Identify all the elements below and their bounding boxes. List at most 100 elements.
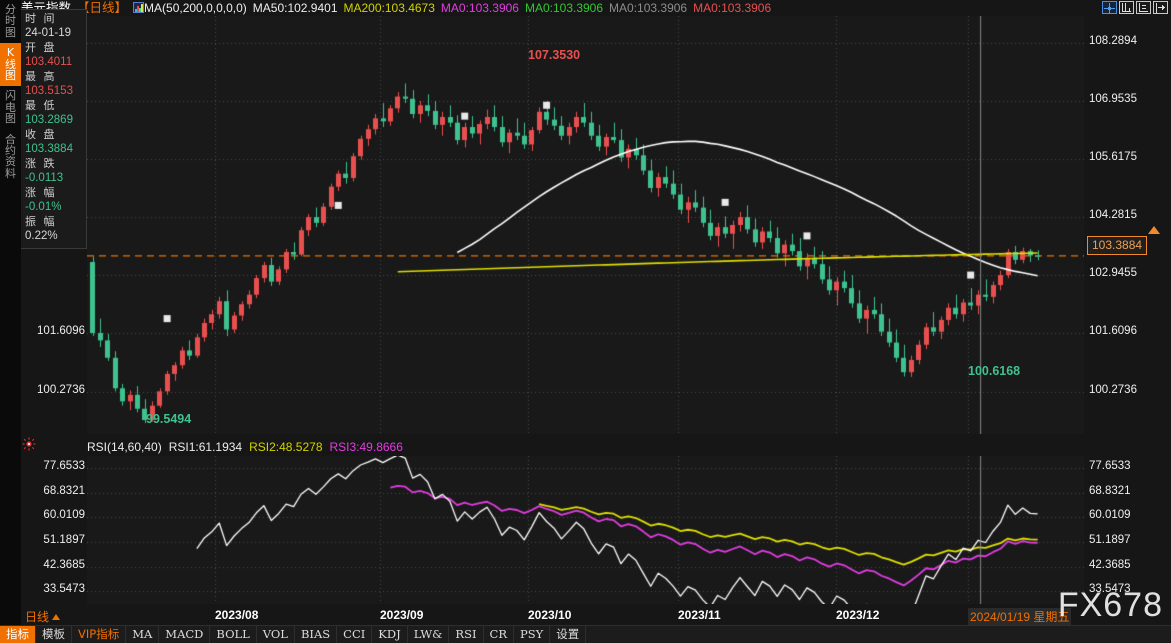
toolbar-cr[interactable]: CR [484,626,514,643]
quote-value-1: 103.4011 [25,56,73,68]
toolbar-vip-indicator[interactable]: VIP指标 [72,626,127,643]
ma-value-1: MA200:103.4673 [343,1,435,15]
sidebar-tab-char: K [6,46,15,60]
quote-value-6: -0.01% [25,201,62,213]
sidebar-tab-char: 电 [5,100,16,114]
rsi-axis-left-2: 60.0109 [43,509,85,522]
price-axis-right-5: 101.6096 [1089,325,1137,338]
toolbar-settings[interactable]: 设置 [550,626,587,643]
toolbar-cci[interactable]: CCI [337,626,373,643]
toolbar-psy[interactable]: PSY [514,626,551,643]
period-toggle-label: 日线 [25,610,50,624]
period-toggle-button[interactable]: 日线 [25,608,61,625]
ma-value-5: MA0:103.3906 [693,1,772,15]
ma-value-2: MA0:103.3906 [440,1,519,15]
ma-indicator-icon[interactable] [133,2,145,13]
quote-value-7: 0.22% [25,230,58,242]
sidebar-tab-timeshare[interactable]: 分时图 [0,0,21,43]
ma-value-0: MA50:102.9401 [252,1,338,15]
rsi-axis-right-2: 60.0109 [1089,509,1131,522]
rsi-axis-right-5: 33.5473 [1089,583,1131,596]
price-axis-right-4: 102.9455 [1089,267,1137,280]
rsi-value-1: RSI2:48.5278 [249,440,323,454]
quote-value-4: 103.3884 [25,143,73,155]
rsi-chart[interactable] [87,456,1084,604]
sidebar-tab-char: 图 [5,112,16,126]
crosshair-tool-icon[interactable] [1102,1,1117,14]
quote-label-6: 涨 幅 [25,186,57,199]
rsi-value-0: RSI1:61.1934 [168,440,243,454]
sidebar-tab-char: 分 [5,3,16,16]
chart-tools [1102,1,1168,14]
x-axis-label-3: 2023/11 [678,608,721,622]
toolbar-kdj[interactable]: KDJ [372,626,408,643]
price-tag-arrow [1148,226,1160,234]
quote-value-0: 24-01-19 [25,27,72,39]
price-axis-left-1: 100.2736 [37,383,85,396]
ma-formula: MA(50,200,0,0,0,0) [144,1,247,15]
sidebar-tab-char: 图 [5,25,16,39]
rsi-settings-sun-icon[interactable] [22,437,36,451]
rsi-value-2: RSI3:49.8666 [329,440,403,454]
toolbar-indicator[interactable]: 指标 [0,626,36,643]
rsi-canvas[interactable] [87,456,1084,604]
rsi-header: RSI(14,60,40) RSI1:61.1934 RSI2:48.5278 RSI… [87,440,403,454]
rsi-axis-right-3: 51.1897 [1089,534,1131,547]
rsi-axis-left-1: 68.8321 [43,484,85,497]
toolbar-vol[interactable]: VOL [257,626,295,643]
rsi-axis-left-3: 51.1897 [43,534,85,547]
scale-x-axis-icon[interactable] [1136,1,1151,14]
toolbar-template[interactable]: 模板 [36,626,72,643]
x-axis-label-0: 2023/08 [215,608,259,622]
sidebar-tab-char: 料 [5,166,16,180]
shift-right-icon[interactable] [1153,1,1168,14]
price-axis-left-0: 101.6096 [37,325,85,338]
rsi-axis-left-5: 33.5473 [43,583,85,596]
sidebar-tab-char: 时 [5,14,16,28]
chart-header: 美元指数 【日线】 MA(50,200,0,0,0,0) MA50:102.9401 M… [21,0,1171,16]
quote-value-3: 103.2869 [25,114,73,126]
price-axis-right-2: 105.6175 [1089,150,1137,163]
ma-value-3: MA0:103.3906 [524,1,604,15]
scale-y-axis-icon[interactable] [1119,1,1134,14]
price-axis-right-6: 100.2736 [1089,383,1137,396]
quote-label-2: 最 高 [25,70,57,83]
quote-value-2: 103.5153 [25,85,73,97]
price-axis-right-0: 108.2894 [1089,34,1137,47]
sidebar-tab-lightning[interactable]: 闪电图 [0,86,21,129]
candlestick-chart[interactable] [87,16,1084,434]
quote-label-4: 收 盘 [25,128,57,141]
toolbar-macd[interactable]: MACD [159,626,211,643]
sidebar-tab-contract-info[interactable]: 合约资料 [0,130,21,185]
toolbar-lwr[interactable]: LW& [408,626,450,643]
rsi-axis-left-4: 42.3685 [43,558,85,571]
toolbar-ma[interactable]: MA [126,626,160,643]
rsi-formula: RSI(14,60,40) [87,440,162,454]
sidebar-tab-char: 约 [5,144,16,158]
triangle-up-icon [52,614,61,620]
sidebar-tab-char: 资 [5,155,16,169]
toolbar-rsi[interactable]: RSI [449,626,484,643]
rsi-axis-right-0: 77.6533 [1089,460,1131,473]
quote-label-3: 最 低 [25,99,57,112]
watermark: FX678 [1057,586,1163,624]
toolbar-boll[interactable]: BOLL [210,626,257,643]
x-axis-label-5: 2024/01/19 星期五 [968,608,1072,625]
quote-label-1: 开 盘 [25,41,57,54]
sidebar-tab-char: 闪 [5,89,16,103]
sidebar-tab-char: 合 [5,132,16,146]
toolbar-spacer [586,626,1171,643]
ma-value-4: MA0:103.3906 [609,1,688,15]
candlestick-canvas[interactable] [87,16,1084,434]
quote-info-panel: 时 间 24-01-19 开 盘 103.4011 最 高 103.5153 最 低 103.… [21,9,87,249]
low-annotation-right: 100.6168 [968,364,1021,378]
quote-value-5: -0.0113 [25,172,64,184]
sidebar-tab-char: 线 [5,57,16,71]
price-axis-right-1: 106.9535 [1089,92,1137,105]
x-axis-label-4: 2023/12 [836,608,880,622]
indicator-toolbar: 指标 模板 VIP指标 MA MACD BOLL VOL BIAS CCI KDJ LW& RSI CR… [0,625,1171,643]
rsi-axis-right-4: 42.3685 [1089,558,1131,571]
toolbar-bias[interactable]: BIAS [295,626,338,643]
